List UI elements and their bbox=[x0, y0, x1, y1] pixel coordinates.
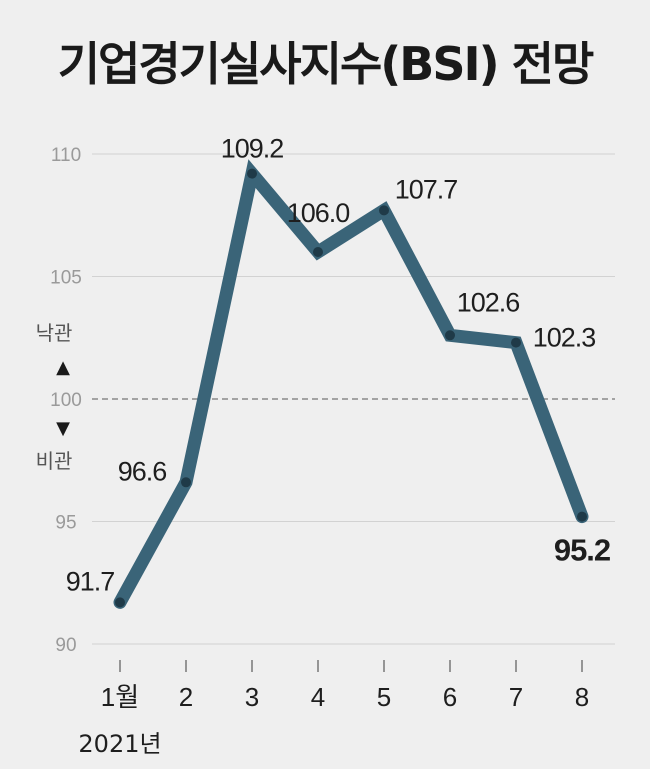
data-point bbox=[181, 477, 191, 488]
y-tick-95: 95 bbox=[55, 513, 76, 534]
data-label: 109.2 bbox=[221, 134, 284, 164]
data-label: 95.2 bbox=[554, 533, 610, 568]
data-point bbox=[577, 511, 587, 522]
y-tick-90: 90 bbox=[55, 635, 76, 656]
data-point bbox=[445, 330, 455, 341]
y-tick-100: 100 bbox=[50, 390, 82, 411]
y-axis-ticks: 90 95 100 105 110 bbox=[50, 145, 82, 656]
y-tick-105: 105 bbox=[50, 268, 82, 289]
data-label: 102.6 bbox=[457, 287, 520, 317]
y-tick-110: 110 bbox=[51, 145, 81, 166]
x-tick-label: 8 bbox=[575, 682, 589, 712]
grid-lines bbox=[92, 153, 615, 645]
pessimism-label: 비관 bbox=[36, 449, 73, 473]
x-tick-label: 3 bbox=[245, 682, 259, 712]
x-tick-label: 1월 bbox=[101, 682, 139, 712]
down-arrow-icon: ▼ bbox=[56, 418, 70, 439]
data-label: 106.0 bbox=[287, 198, 350, 228]
x-axis-year-caption: 2021년 bbox=[78, 730, 161, 758]
data-point bbox=[511, 337, 521, 348]
data-labels: 91.7 96.6 109.2 106.0 107.7 102.6 102.3 95.2 bbox=[66, 134, 611, 597]
data-points bbox=[115, 168, 587, 608]
x-axis-ticks: 1월 2 3 4 5 6 7 8 bbox=[101, 660, 589, 712]
x-tick-label: 7 bbox=[509, 682, 523, 712]
x-tick-label: 4 bbox=[311, 682, 325, 712]
data-point bbox=[115, 597, 125, 608]
series-line bbox=[113, 159, 589, 609]
data-point bbox=[313, 247, 323, 257]
data-label: 102.3 bbox=[533, 323, 596, 353]
x-tick-label: 6 bbox=[443, 682, 457, 712]
data-point bbox=[247, 168, 257, 179]
x-tick-label: 5 bbox=[377, 682, 391, 712]
data-label: 91.7 bbox=[66, 566, 115, 596]
up-arrow-icon: ▲ bbox=[56, 357, 70, 378]
chart-title: 기업경기실사지수(BSI) 전망 bbox=[57, 37, 595, 91]
data-label: 107.7 bbox=[395, 174, 458, 204]
data-point bbox=[379, 205, 389, 216]
optimism-label: 낙관 bbox=[36, 321, 73, 345]
data-label: 96.6 bbox=[118, 456, 167, 486]
x-tick-label: 2 bbox=[179, 682, 193, 712]
